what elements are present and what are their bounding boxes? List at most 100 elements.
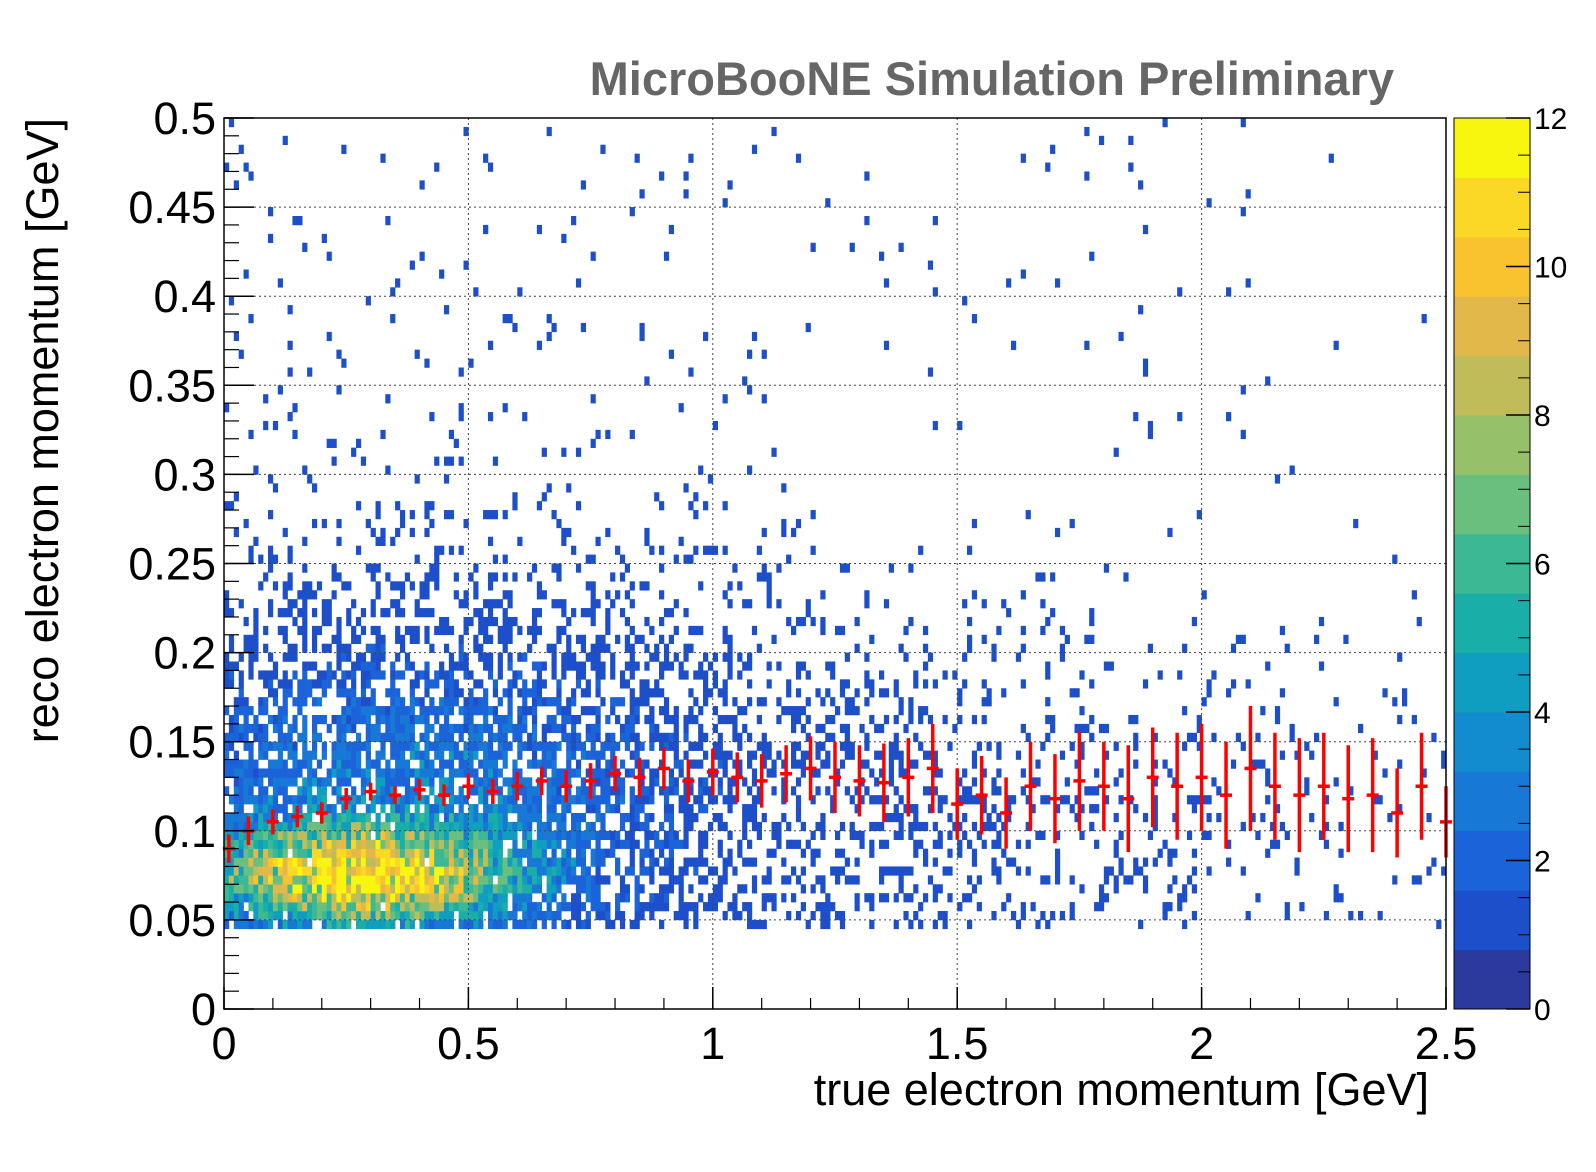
heatmap-cell (429, 866, 435, 876)
heatmap-cell (962, 296, 968, 306)
heatmap-cell (566, 857, 572, 867)
heatmap-cell (756, 545, 762, 555)
heatmap-cell (649, 786, 655, 796)
heatmap-cell (277, 848, 283, 858)
heatmap-cell (263, 420, 269, 431)
heatmap-cell (360, 830, 367, 841)
heatmap-cell (619, 910, 626, 921)
heatmap-cell (688, 554, 694, 564)
heatmap-cell (717, 732, 723, 742)
heatmap-cell (277, 884, 283, 894)
heatmap-cell (478, 786, 484, 796)
heatmap-cell (673, 875, 679, 885)
heatmap-cell (395, 821, 401, 832)
heatmap-cell (448, 919, 455, 930)
heatmap-cell (1230, 679, 1237, 689)
heatmap-cell (1255, 893, 1261, 903)
heatmap-cell (517, 812, 523, 823)
heatmap-cell (238, 777, 244, 787)
heatmap-cell (527, 804, 533, 814)
heatmap-cell (761, 875, 767, 885)
heatmap-cell (380, 857, 386, 867)
heatmap-cell (703, 652, 709, 662)
heatmap-cell (893, 714, 899, 725)
heatmap-cell (849, 750, 855, 760)
heatmap-cell (1064, 795, 1070, 805)
heatmap-cell (976, 741, 982, 751)
heatmap-cell (786, 554, 792, 564)
heatmap-cell (507, 910, 513, 921)
heatmap-cell (1069, 741, 1075, 751)
heatmap-cell (307, 910, 313, 921)
heatmap-cell (551, 893, 557, 903)
heatmap-cell (258, 670, 264, 680)
heatmap-cell (336, 750, 342, 760)
heatmap-cell (805, 839, 811, 849)
heatmap-cell (267, 670, 274, 680)
heatmap-cell (522, 848, 528, 858)
heatmap-cell (1045, 714, 1051, 725)
heatmap-cell (536, 608, 543, 618)
heatmap-cell (1172, 875, 1178, 885)
heatmap-cell (659, 848, 665, 858)
heatmap-cell (1098, 884, 1105, 894)
heatmap-cell (585, 652, 591, 662)
heatmap-cell (380, 527, 386, 538)
heatmap-cell (849, 875, 855, 885)
heatmap-cell (1186, 830, 1193, 841)
heatmap-cell (522, 884, 528, 894)
heatmap-cell (663, 741, 670, 751)
heatmap-cell (1240, 118, 1246, 128)
heatmap-cell (883, 893, 890, 903)
heatmap-cell (302, 679, 308, 689)
y-tick-label: 0.5 (153, 93, 216, 144)
heatmap-cell (1191, 804, 1198, 814)
heatmap-cell (287, 305, 293, 315)
heatmap-cell (297, 706, 303, 716)
heatmap-cell (531, 661, 538, 671)
heatmap-cell (522, 412, 528, 422)
heatmap-cell (815, 821, 821, 832)
heatmap-cell (766, 661, 772, 671)
heatmap-cell (468, 688, 474, 698)
heatmap-cell (243, 830, 249, 841)
heatmap-cell (424, 893, 430, 903)
heatmap-cell (659, 893, 665, 903)
heatmap-cell (566, 527, 572, 538)
heatmap-cell (473, 706, 479, 716)
heatmap-cell (409, 510, 415, 520)
heatmap-cell (1333, 893, 1339, 903)
heatmap-cell (399, 590, 406, 600)
heatmap-cell (776, 697, 782, 707)
heatmap-cell (390, 857, 396, 867)
heatmap-cell (830, 795, 836, 805)
heatmap-cell (370, 697, 376, 707)
heatmap-cell (732, 563, 738, 573)
heatmap-cell (224, 821, 230, 832)
heatmap-cell (453, 812, 459, 823)
heatmap-cell (492, 768, 499, 778)
heatmap-cell (297, 866, 303, 876)
heatmap-cell (795, 875, 802, 885)
heatmap-cell (1020, 768, 1026, 778)
heatmap-cell (766, 599, 772, 609)
heatmap-cell (375, 821, 381, 832)
heatmap-cell (575, 812, 582, 823)
heatmap-cell (248, 634, 254, 644)
heatmap-cell (336, 714, 342, 725)
heatmap-cell (1142, 812, 1149, 823)
heatmap-cell (527, 643, 533, 653)
heatmap-cell (600, 670, 606, 680)
heatmap-cell (390, 804, 396, 814)
heatmap-cell (483, 839, 489, 849)
heatmap-cell (575, 893, 582, 903)
heatmap-cell (615, 857, 621, 867)
heatmap-cell (546, 759, 552, 769)
profile-point (832, 774, 838, 780)
heatmap-cell (267, 804, 274, 814)
heatmap-cell (639, 331, 645, 342)
heatmap-cell (566, 777, 572, 787)
heatmap-cell (258, 741, 264, 751)
heatmap-cell (375, 536, 381, 546)
heatmap-cell (355, 839, 362, 849)
